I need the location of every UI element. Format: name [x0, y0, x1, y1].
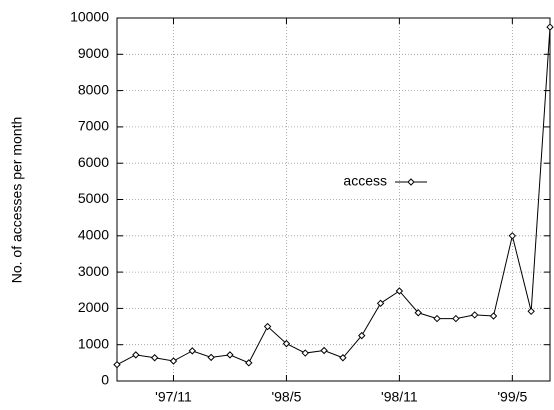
y-axis-label: No. of accesses per month	[9, 117, 25, 284]
y-tick-label: 2000	[78, 299, 109, 315]
x-tick-label: '98/5	[271, 389, 301, 405]
point	[339, 354, 347, 362]
point	[282, 339, 291, 348]
point	[301, 349, 309, 357]
point	[169, 357, 178, 365]
point	[376, 299, 385, 308]
point	[489, 312, 498, 320]
point	[433, 314, 441, 323]
y-tick-label: 7000	[78, 118, 109, 134]
point	[245, 359, 253, 367]
point	[226, 351, 234, 359]
point	[470, 311, 479, 319]
point	[395, 287, 404, 295]
y-tick-label: 3000	[78, 263, 109, 279]
point	[546, 23, 554, 31]
point	[132, 351, 140, 359]
point	[263, 322, 272, 331]
point	[188, 347, 197, 355]
y-tick-label: 10000	[70, 9, 109, 25]
y-tick-label: 4000	[78, 227, 109, 243]
legend-label: access	[343, 173, 387, 189]
point	[414, 309, 422, 317]
point	[508, 232, 517, 240]
y-tick-label: 6000	[78, 154, 109, 170]
point	[320, 346, 328, 355]
y-tick-label: 1000	[78, 335, 109, 351]
y-tick-label: 0	[101, 372, 109, 388]
point	[113, 360, 121, 369]
y-tick-label: 5000	[78, 190, 109, 206]
series-line	[116, 27, 551, 366]
plot-frame	[116, 17, 551, 382]
legend-marker	[407, 178, 415, 186]
y-tick-label: 9000	[78, 45, 109, 61]
x-tick-label: '99/5	[497, 389, 527, 405]
x-tick-label: '97/11	[155, 389, 192, 405]
point	[527, 307, 535, 316]
x-tick-label: '98/11	[381, 389, 418, 405]
point	[452, 314, 460, 323]
point	[358, 331, 366, 340]
point	[207, 353, 215, 362]
point	[150, 354, 159, 362]
y-tick-label: 8000	[78, 81, 109, 97]
